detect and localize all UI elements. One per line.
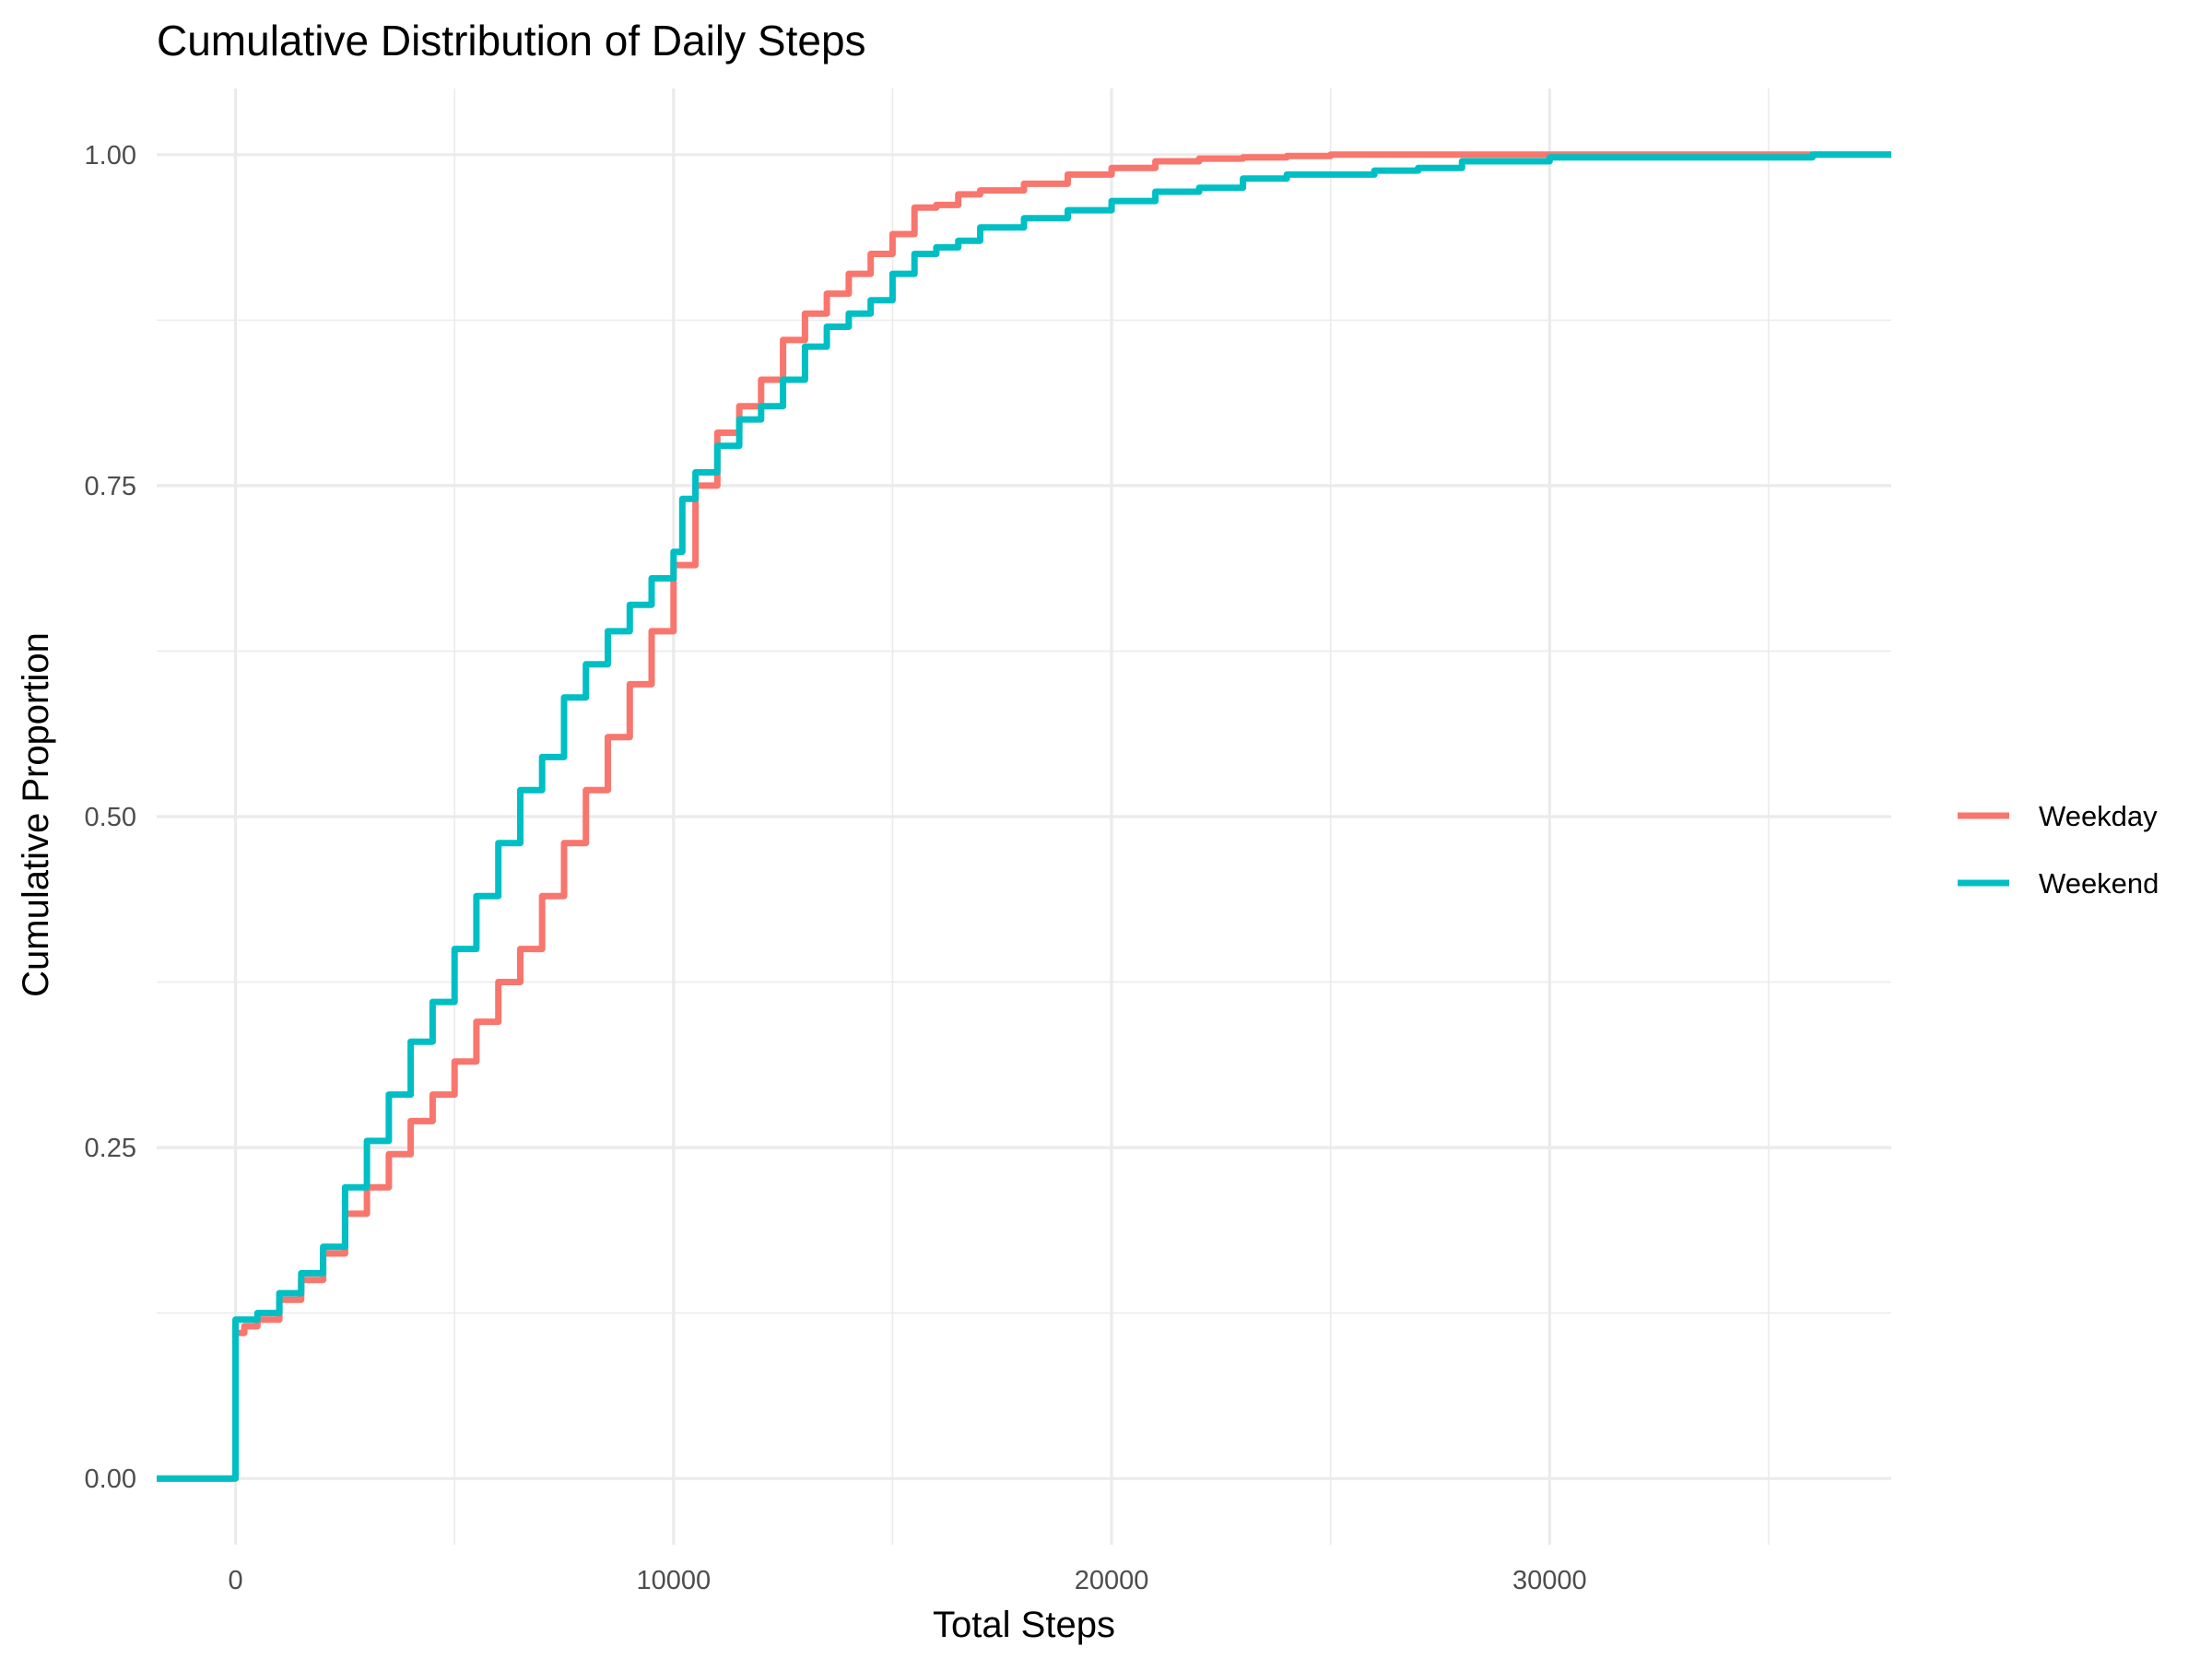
y-tick-label: 0.50	[85, 803, 136, 832]
chart-title: Cumulative Distribution of Daily Steps	[157, 17, 866, 65]
y-tick-label: 0.75	[85, 472, 136, 501]
series-line-weekend	[157, 151, 1891, 1482]
x-axis-title: Total Steps	[933, 1605, 1115, 1645]
major-gridlines	[157, 88, 1891, 1545]
legend-label-weekday: Weekday	[2039, 800, 2158, 832]
legend-label-weekend: Weekend	[2039, 867, 2159, 900]
series-lines	[157, 151, 1891, 1482]
y-axis-title: Cumulative Proportion	[16, 632, 56, 997]
x-tick-label: 10000	[636, 1566, 711, 1595]
series-line-weekday	[157, 151, 1891, 1482]
minor-gridlines	[157, 88, 1891, 1545]
y-tick-label: 0.00	[85, 1465, 136, 1494]
y-tick-label: 1.00	[85, 141, 136, 171]
y-axis-tick-labels: 0.00 0.25 0.50 0.75 1.00	[85, 141, 136, 1494]
x-tick-label: 0	[228, 1566, 242, 1595]
y-tick-label: 0.25	[85, 1134, 136, 1163]
x-tick-label: 20000	[1075, 1566, 1149, 1595]
legend: Weekday Weekend	[1958, 800, 2159, 900]
x-axis-tick-labels: 0 10000 20000 30000	[228, 1566, 1586, 1595]
x-tick-label: 30000	[1512, 1566, 1587, 1595]
